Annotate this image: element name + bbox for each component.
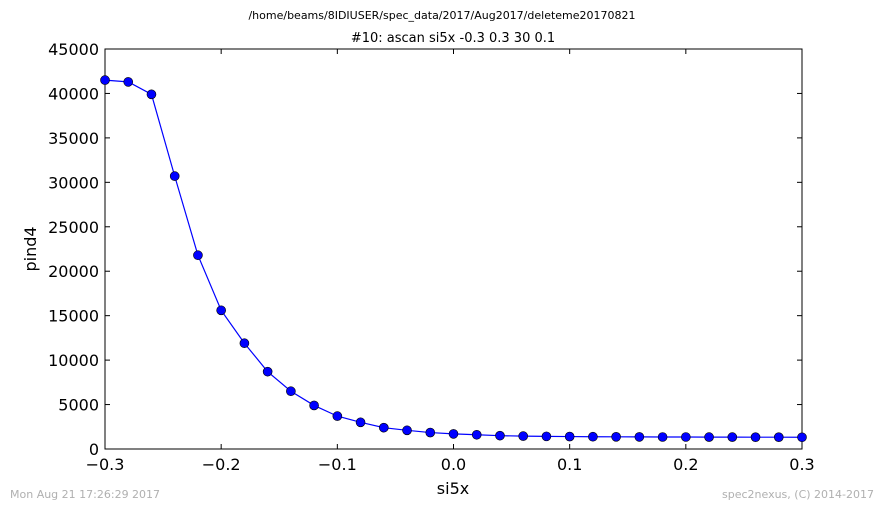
y-tick-label: 10000 bbox=[48, 351, 99, 370]
data-point bbox=[216, 305, 226, 316]
data-point bbox=[471, 429, 482, 440]
y-tick-label: 0 bbox=[89, 440, 99, 459]
x-tick-label: 0.3 bbox=[789, 455, 814, 474]
data-point bbox=[588, 431, 598, 442]
y-tick-label: 15000 bbox=[48, 307, 99, 326]
x-tick-label: −0.2 bbox=[202, 455, 241, 474]
data-point bbox=[704, 432, 714, 442]
data-point bbox=[518, 431, 529, 441]
data-point bbox=[750, 432, 761, 442]
x-tick-label: 0.2 bbox=[673, 455, 698, 474]
data-point bbox=[378, 422, 389, 433]
data-point bbox=[193, 250, 203, 261]
data-point bbox=[634, 432, 645, 442]
suptitle: /home/beams/8IDIUSER/spec_data/2017/Aug2… bbox=[248, 9, 635, 22]
data-point bbox=[286, 386, 296, 397]
series-line bbox=[104, 79, 803, 438]
y-tick-label: 35000 bbox=[48, 129, 99, 148]
y-tick-label: 30000 bbox=[48, 173, 99, 192]
x-tick-label: 0.0 bbox=[441, 455, 466, 474]
data-point bbox=[123, 77, 134, 87]
y-tick-label: 20000 bbox=[48, 262, 99, 281]
x-tick-label: 0.1 bbox=[557, 455, 582, 474]
data-point bbox=[564, 431, 575, 442]
y-tick-label: 5000 bbox=[58, 396, 99, 415]
data-point bbox=[100, 75, 110, 85]
data-point bbox=[797, 432, 807, 443]
data-point bbox=[727, 432, 738, 442]
plot-frame bbox=[104, 48, 803, 450]
data-point bbox=[448, 429, 459, 439]
data-point bbox=[239, 338, 250, 349]
x-axis-label: si5x bbox=[437, 479, 469, 498]
data-point bbox=[262, 366, 273, 377]
data-point bbox=[611, 432, 621, 442]
y-tick-label: 25000 bbox=[48, 218, 99, 237]
y-tick-label: 45000 bbox=[48, 40, 99, 59]
data-point bbox=[495, 430, 505, 441]
chart-title: #10: ascan si5x -0.3 0.3 30 0.1 bbox=[351, 31, 555, 46]
data-point bbox=[425, 427, 436, 438]
data-point bbox=[355, 417, 366, 428]
y-tick-label: 40000 bbox=[48, 84, 99, 103]
data-point bbox=[773, 432, 784, 442]
y-axis-label: pind4 bbox=[21, 226, 40, 271]
data-point bbox=[332, 411, 343, 421]
data-point bbox=[309, 400, 319, 411]
plot-area: −0.3 −0.2 −0.1 0.0 0.1 0.2 0.3 0 5000 10000 15000 2… bbox=[48, 40, 815, 474]
footer-credit: spec2nexus, (C) 2014-2017 bbox=[722, 488, 874, 501]
data-point bbox=[402, 425, 412, 436]
data-point bbox=[541, 431, 552, 442]
data-point bbox=[681, 432, 691, 442]
x-tick-label: −0.3 bbox=[86, 455, 125, 474]
data-point bbox=[657, 432, 668, 442]
x-tick-label: −0.1 bbox=[318, 455, 357, 474]
data-point bbox=[169, 171, 180, 181]
footer-timestamp: Mon Aug 21 17:26:29 2017 bbox=[10, 488, 160, 501]
data-point bbox=[146, 89, 157, 100]
